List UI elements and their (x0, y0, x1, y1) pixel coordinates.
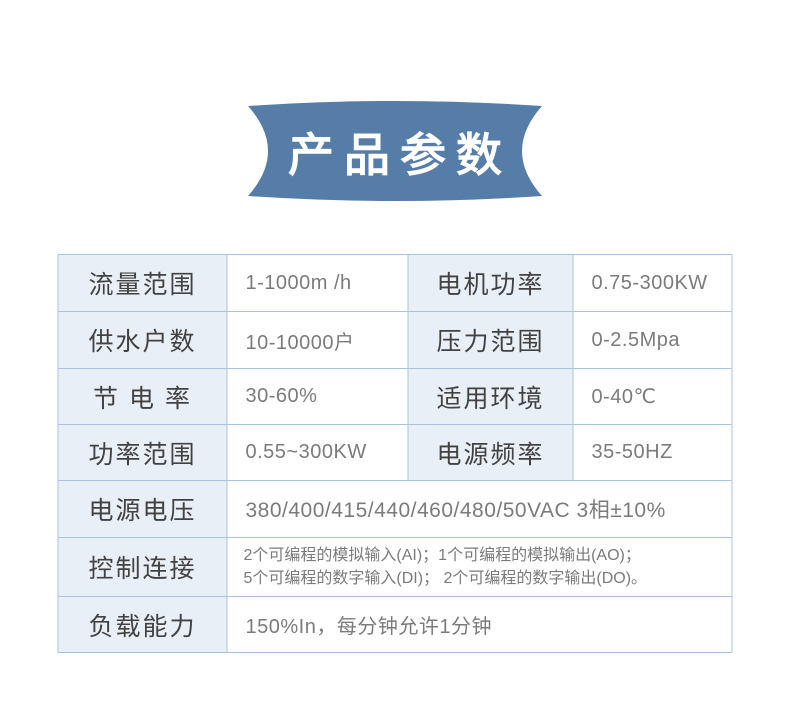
spec-label-voltage: 电源电压 (58, 481, 228, 538)
spec-label-motor-power: 电机功率 (408, 255, 574, 312)
spec-label-power-range: 功率范围 (58, 425, 228, 481)
spec-value-motor-power: 0.75-300KW (573, 255, 732, 312)
page-title: 产品参数 (288, 128, 512, 181)
control-connection-line2: 5个可编程的数字输入(DI)； 2个可编程的数字输出(DO)。 (243, 570, 648, 587)
spec-label-flow-range: 流量范围 (58, 255, 228, 312)
section-banner: 产品参数 (234, 99, 556, 204)
spec-label-control-connection: 控制连接 (58, 538, 228, 597)
spec-label-load-capacity: 负载能力 (58, 597, 228, 652)
spec-table: 流量范围 1-1000m /h 电机功率 0.75-300KW 供水户数 10-… (57, 254, 733, 653)
control-connection-line1: 2个可编程的模拟输入(AI)；1个可编程的模拟输出(AO)； (243, 547, 641, 564)
spec-value-flow-range: 1-1000m /h (227, 255, 409, 312)
spec-label-frequency: 电源频率 (408, 425, 574, 481)
spec-value-pressure: 0-2.5Mpa (573, 312, 732, 369)
spec-label-households: 供水户数 (58, 312, 228, 369)
spec-value-environment: 0-40℃ (573, 369, 732, 425)
ribbon-shape (248, 101, 542, 201)
spec-value-voltage: 380/400/415/440/460/480/50VAC 3相±10% (227, 481, 732, 538)
spec-label-pressure: 压力范围 (408, 312, 574, 369)
spec-value-control-connection: 2个可编程的模拟输入(AI)；1个可编程的模拟输出(AO)； 5个可编程的数字输… (227, 538, 732, 597)
spec-value-power-range: 0.55~300KW (227, 425, 409, 481)
spec-label-environment: 适用环境 (408, 369, 574, 425)
spec-value-households: 10-10000户 (227, 312, 409, 369)
spec-value-power-saving: 30-60% (227, 369, 409, 425)
spec-value-frequency: 35-50HZ (573, 425, 732, 481)
spec-label-power-saving: 节 电 率 (58, 369, 228, 425)
spec-value-load-capacity: 150%In，每分钟允许1分钟 (227, 597, 732, 652)
